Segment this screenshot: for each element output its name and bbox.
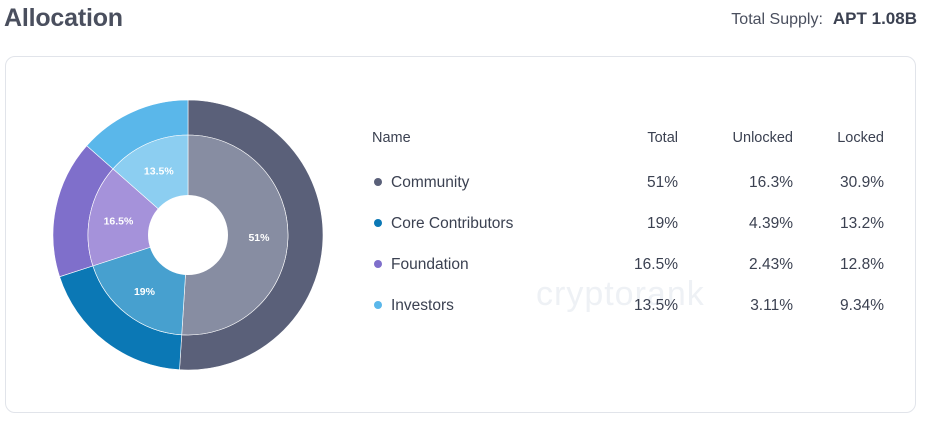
row-name: Core Contributors	[391, 214, 514, 232]
row-locked: 12.8%	[840, 255, 884, 273]
row-unlocked: 16.3%	[749, 173, 793, 191]
row-unlocked: 2.43%	[749, 255, 793, 273]
table-header-row: Name Total Unlocked Locked	[372, 130, 884, 162]
table-row: Investors 13.5% 3.11% 9.34%	[372, 285, 884, 326]
row-name: Investors	[391, 296, 454, 314]
row-locked: 13.2%	[840, 214, 884, 232]
pie-center-hole	[148, 195, 228, 275]
row-unlocked: 3.11%	[750, 296, 793, 314]
header-locked: Locked	[837, 130, 884, 146]
row-locked: 30.9%	[840, 173, 884, 191]
total-supply-label: Total Supply:	[731, 11, 823, 28]
header-total: Total	[647, 130, 678, 146]
legend-dot-investors	[374, 300, 382, 309]
legend-dot-community	[374, 177, 382, 186]
pie-label-core-contributors: 19%	[134, 286, 156, 298]
header-name: Name	[372, 130, 411, 146]
row-total: 16.5%	[634, 255, 678, 273]
allocation-card: 51% 19% 16.5% 13.5% cryptorank	[5, 56, 916, 413]
watermark: cryptorank	[536, 275, 705, 313]
allocation-table: Name Total Unlocked Locked Community 51%…	[372, 130, 884, 326]
row-name: Community	[391, 173, 470, 191]
row-name: Foundation	[391, 255, 469, 273]
table-row: Foundation 16.5% 2.43% 12.8%	[372, 244, 884, 285]
table-row: Community 51% 16.3% 30.9%	[372, 162, 884, 203]
total-supply-value: APT 1.08B	[832, 9, 917, 28]
legend-dot-core-contributors	[374, 218, 382, 227]
pie-label-community: 51%	[248, 232, 270, 244]
total-supply: Total Supply: APT 1.08B	[731, 9, 917, 29]
row-total: 19%	[646, 214, 678, 232]
row-total: 13.5%	[634, 296, 678, 314]
row-unlocked: 4.39%	[749, 214, 793, 232]
row-total: 51%	[646, 173, 678, 191]
pie-slice-community[interactable]	[181, 134, 289, 336]
pie-label-foundation: 16.5%	[104, 216, 134, 228]
allocation-title: Allocation	[4, 4, 123, 32]
allocation-pie-chart: 51% 19% 16.5% 13.5%	[52, 99, 324, 371]
table-row: Core Contributors 19% 4.39% 13.2%	[372, 203, 884, 244]
header-unlocked: Unlocked	[732, 130, 793, 146]
row-locked: 9.34%	[840, 296, 884, 314]
pie-label-investors: 13.5%	[144, 165, 174, 177]
legend-dot-foundation	[374, 259, 382, 268]
